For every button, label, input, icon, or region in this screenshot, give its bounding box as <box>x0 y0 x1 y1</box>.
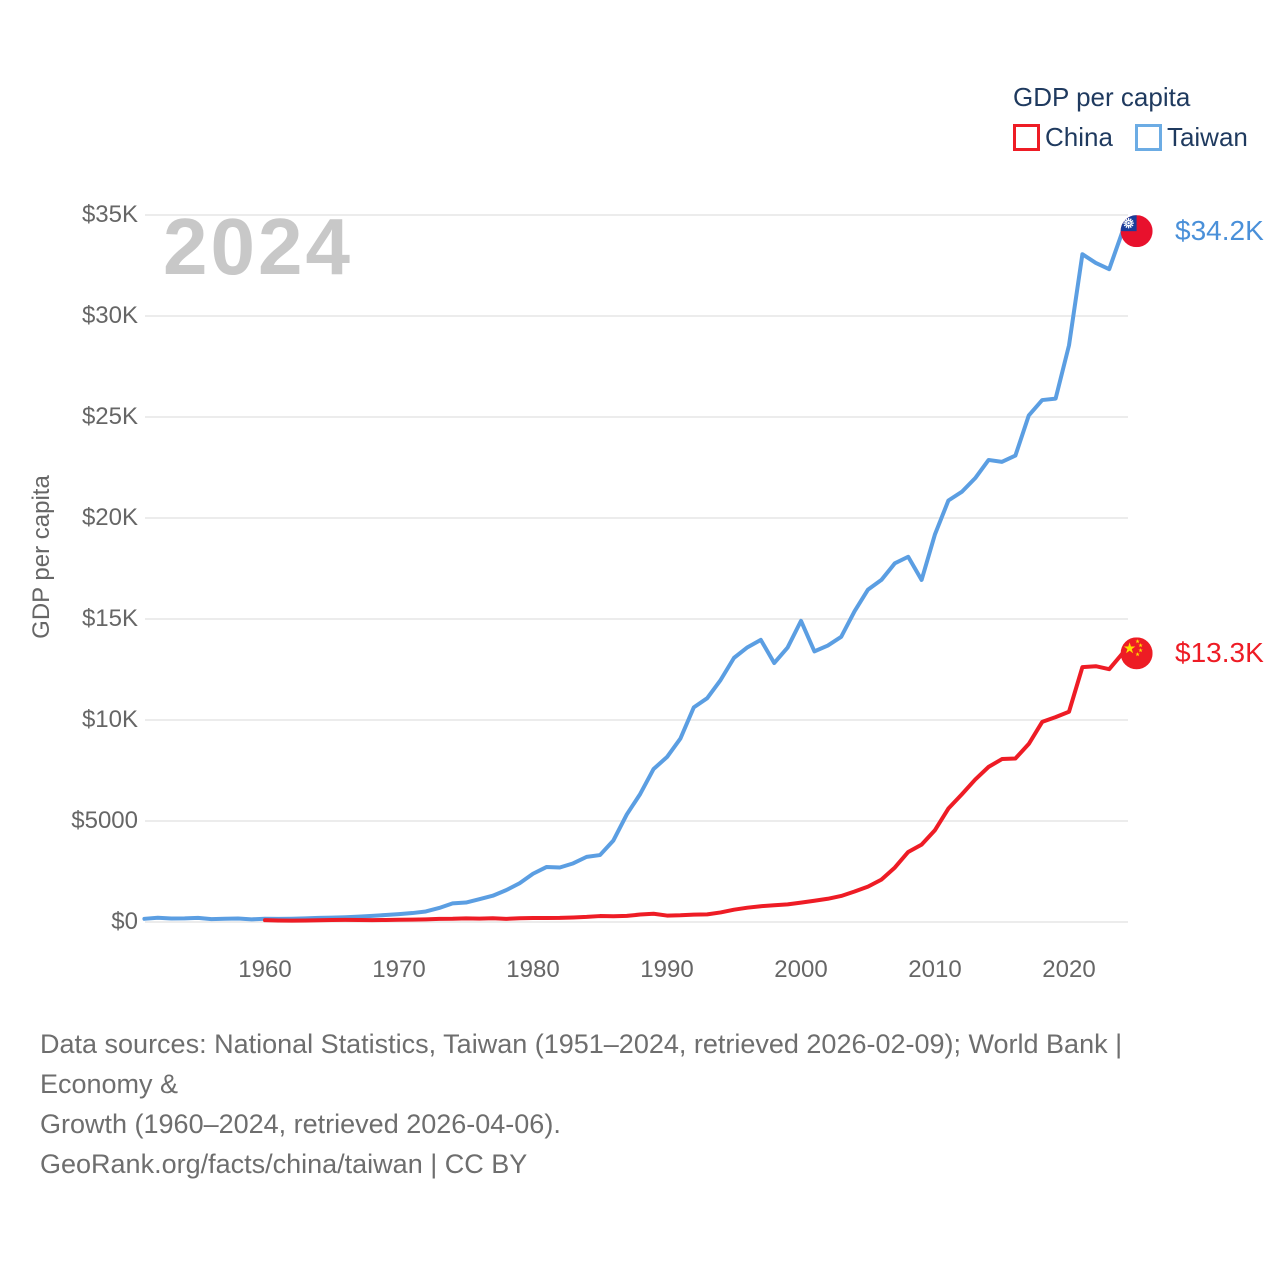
x-tick-label: 1980 <box>506 956 560 983</box>
footer: Data sources: National Statistics, Taiwa… <box>40 1024 1230 1184</box>
legend-item-taiwan[interactable]: Taiwan <box>1134 122 1248 152</box>
y-tick-label: $20K <box>81 504 138 531</box>
y-tick-label: $30K <box>81 302 138 329</box>
y-tick-label: $5000 <box>71 807 138 834</box>
x-tick-label: 2010 <box>908 956 962 983</box>
gridlines <box>145 214 1128 923</box>
legend-item-china[interactable]: China <box>1013 123 1113 151</box>
x-tick-label: 1970 <box>372 956 426 983</box>
x-tick-label: 1990 <box>640 956 694 983</box>
y-tick-label: $10K <box>81 706 138 733</box>
x-tick-label: 1960 <box>238 956 292 983</box>
year-watermark: 2024 <box>163 202 353 291</box>
y-tick-label: $0 <box>111 908 138 935</box>
y-axis-title: GDP per capita <box>28 475 55 639</box>
footer-sources-line2: Growth (1960–2024, retrieved 2026-04-06)… <box>40 1109 561 1139</box>
taiwan-line <box>142 229 1125 922</box>
legend-title: GDP per capita <box>1013 82 1191 112</box>
china-flag-marker <box>1120 637 1153 670</box>
legend-swatch-china[interactable] <box>1013 123 1040 151</box>
legend: GDP per capita China Taiwan <box>1013 82 1273 151</box>
footer-sources-line1: Data sources: National Statistics, Taiwa… <box>40 1029 1123 1099</box>
taiwan-flag-marker <box>1120 215 1153 248</box>
y-tick-label: $25K <box>81 403 138 430</box>
legend-label-taiwan: Taiwan <box>1166 122 1248 152</box>
taiwan-end-label: $34.2K <box>1175 215 1264 247</box>
china-line <box>263 651 1125 923</box>
legend-swatch-taiwan[interactable] <box>1134 123 1162 151</box>
footer-attribution: GeoRank.org/facts/china/taiwan | CC BY <box>40 1149 528 1179</box>
legend-label-china: China <box>1045 122 1113 152</box>
china-end-label: $13.3K <box>1175 637 1264 669</box>
y-tick-label: $15K <box>81 605 138 632</box>
y-tick-label: $35K <box>81 201 138 228</box>
x-tick-label: 2000 <box>774 956 828 983</box>
legend-items: China Taiwan <box>1013 123 1273 151</box>
x-tick-label: 2020 <box>1042 956 1096 983</box>
